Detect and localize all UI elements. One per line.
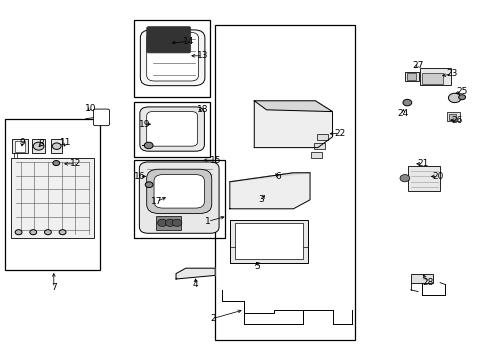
Text: 19: 19 (138, 120, 150, 129)
Polygon shape (176, 268, 215, 279)
Text: 18: 18 (197, 105, 208, 114)
Text: 5: 5 (253, 262, 259, 271)
Text: 26: 26 (450, 116, 462, 125)
Circle shape (44, 230, 51, 235)
Text: 10: 10 (84, 104, 96, 112)
Bar (310, 152, 321, 158)
FancyBboxPatch shape (140, 30, 204, 86)
FancyBboxPatch shape (139, 162, 219, 233)
Bar (15, 141, 25, 152)
Text: 27: 27 (411, 61, 423, 70)
Text: 12: 12 (70, 159, 81, 168)
Bar (407, 73, 415, 80)
Bar (421, 73, 442, 84)
Circle shape (145, 182, 153, 188)
Bar (407, 166, 439, 191)
Text: 15: 15 (210, 156, 222, 165)
Text: 7: 7 (51, 284, 57, 292)
Circle shape (447, 93, 460, 103)
Text: 22: 22 (333, 129, 345, 138)
Polygon shape (229, 173, 309, 209)
FancyBboxPatch shape (93, 109, 109, 126)
Text: 13: 13 (197, 51, 208, 60)
Circle shape (165, 219, 175, 226)
Bar (419, 68, 450, 85)
Bar (12, 139, 28, 153)
Text: 2: 2 (209, 314, 215, 323)
Bar (448, 114, 455, 120)
Bar (229, 220, 307, 263)
Circle shape (59, 230, 66, 235)
Text: 9: 9 (19, 138, 25, 147)
Text: 4: 4 (192, 280, 198, 289)
Text: 24: 24 (397, 109, 408, 118)
Bar (5, 119, 100, 270)
Text: 28: 28 (421, 278, 433, 287)
Text: 25: 25 (455, 87, 467, 96)
FancyBboxPatch shape (146, 32, 198, 81)
Circle shape (52, 143, 61, 149)
Text: 8: 8 (39, 139, 44, 148)
Bar (314, 143, 325, 149)
Polygon shape (254, 101, 332, 112)
Circle shape (15, 230, 22, 235)
Circle shape (399, 175, 409, 182)
FancyBboxPatch shape (146, 112, 197, 146)
FancyBboxPatch shape (146, 169, 211, 213)
Text: 11: 11 (60, 138, 72, 147)
Bar (51, 139, 62, 153)
Polygon shape (229, 173, 309, 182)
Bar (134, 160, 224, 238)
Bar (447, 112, 459, 121)
Bar (234, 223, 303, 259)
Circle shape (53, 161, 60, 166)
FancyBboxPatch shape (146, 27, 190, 53)
Text: 16: 16 (133, 172, 145, 181)
Circle shape (402, 99, 411, 106)
FancyBboxPatch shape (154, 175, 204, 208)
Text: 21: 21 (416, 159, 428, 168)
Circle shape (33, 142, 44, 150)
Bar (11, 158, 94, 238)
Text: 20: 20 (431, 172, 443, 181)
Polygon shape (254, 101, 332, 148)
Bar (410, 274, 432, 283)
Bar (134, 20, 210, 97)
Circle shape (458, 95, 465, 100)
Bar (215, 25, 354, 340)
Circle shape (172, 219, 182, 226)
Circle shape (144, 142, 153, 149)
Text: 23: 23 (446, 69, 457, 78)
FancyBboxPatch shape (140, 107, 204, 151)
Text: 14: 14 (182, 37, 194, 46)
Text: 1: 1 (204, 217, 210, 226)
Bar (134, 102, 210, 157)
Text: 17: 17 (150, 197, 162, 206)
Bar (316, 134, 327, 140)
Bar (156, 216, 181, 230)
Circle shape (30, 230, 37, 235)
Circle shape (157, 219, 167, 226)
Bar (32, 139, 45, 153)
Text: 6: 6 (274, 172, 280, 181)
Text: 3: 3 (258, 195, 264, 204)
Bar (404, 72, 418, 81)
